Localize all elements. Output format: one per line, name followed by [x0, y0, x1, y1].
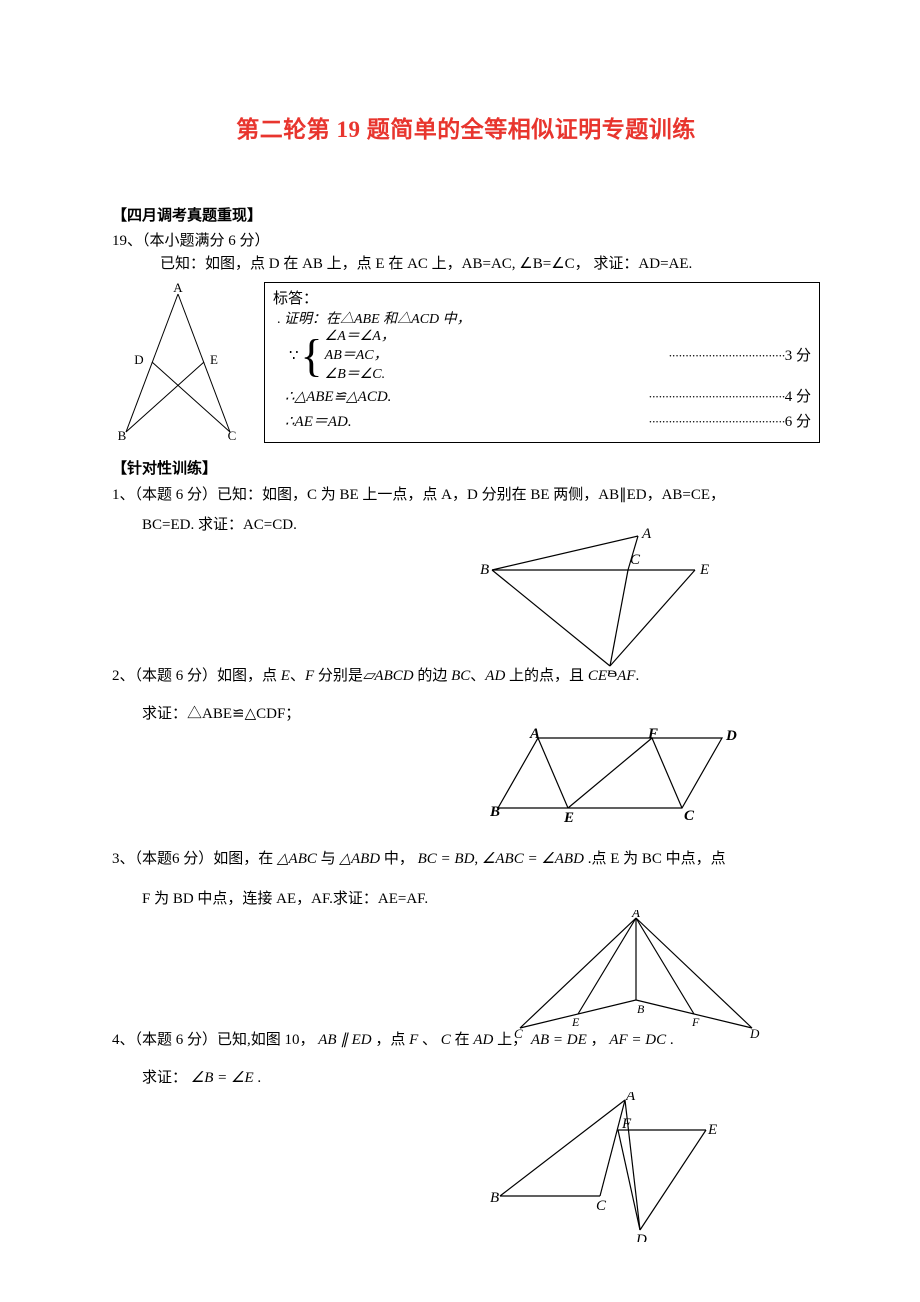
svg-text:B: B	[118, 428, 127, 442]
svg-text:B: B	[637, 1002, 645, 1016]
svg-text:C: C	[514, 1026, 523, 1040]
svg-text:C: C	[228, 428, 237, 442]
svg-text:D: D	[605, 668, 617, 676]
q19-number: 19、（本小题满分 6 分）	[112, 229, 820, 250]
svg-text:E: E	[699, 562, 709, 578]
page-title: 第二轮第 19 题简单的全等相似证明专题训练	[112, 110, 820, 144]
q19-figure: A D E B C	[112, 282, 252, 447]
svg-text:D: D	[725, 728, 737, 744]
answer-line3: ∴AE＝AD.	[285, 410, 352, 436]
p4-figure: A B C F E D	[490, 1092, 720, 1247]
svg-text:D: D	[749, 1026, 760, 1040]
p3-figure: A B C D E F	[510, 910, 760, 1045]
svg-text:E: E	[563, 810, 574, 826]
answer-label: 标答：	[273, 287, 811, 308]
p3-line1: 3、（本题6 分）如图，在 △ABC 与 △ABD 中， BC = BD, ∠A…	[112, 846, 820, 872]
svg-text:E: E	[571, 1015, 580, 1029]
svg-text:D: D	[635, 1232, 647, 1242]
svg-text:F: F	[691, 1015, 700, 1029]
svg-text:A: A	[625, 1092, 636, 1104]
svg-text:F: F	[621, 1116, 632, 1132]
p2-figure: A F D B E C	[490, 726, 740, 831]
p4-line2: 求证： ∠B = ∠E .	[142, 1065, 820, 1091]
svg-text:E: E	[210, 352, 218, 367]
p2-line1: 2、（本题 6 分）如图，点 E、F 分别是▱ABCD 的边 BC、AD 上的点…	[112, 663, 820, 689]
score-6: ········································…	[648, 410, 811, 436]
section1-header: 【四月调考真题重现】	[112, 204, 820, 225]
svg-text:B: B	[480, 562, 489, 578]
score-4: ········································…	[648, 385, 811, 411]
p3-line2: F 为 BD 中点，连接 AE，AF.求证：AE=AF.	[142, 886, 820, 912]
svg-text:B: B	[490, 1190, 499, 1206]
svg-text:E: E	[707, 1122, 717, 1138]
answer-line1: . 证明：在△ABE 和△ACD 中，	[277, 308, 811, 328]
svg-text:D: D	[134, 352, 143, 367]
svg-text:C: C	[630, 552, 641, 568]
answer-box: 标答： . 证明：在△ABE 和△ACD 中， ∵ { ∠A＝∠A， AB＝AC…	[264, 282, 820, 443]
svg-text:F: F	[647, 726, 658, 742]
svg-text:C: C	[684, 808, 695, 824]
answer-line2: ∴△ABE≌△ACD.	[285, 385, 391, 411]
section2-header: 【针对性训练】	[112, 457, 820, 478]
score-3: ···································3 分	[668, 344, 811, 370]
q19-text: 已知：如图，点 D 在 AB 上，点 E 在 AC 上，AB=AC, ∠B=∠C…	[160, 252, 820, 276]
p1-figure: A B C E D	[480, 526, 710, 681]
p1-line1: 1、（本题 6 分）已知：如图，C 为 BE 上一点，点 A，D 分别在 BE …	[112, 482, 820, 508]
p2-line2: 求证：△ABE≌△CDF；	[142, 701, 820, 727]
svg-text:A: A	[641, 526, 652, 542]
svg-text:A: A	[631, 910, 640, 920]
svg-text:B: B	[490, 804, 500, 820]
svg-text:A: A	[173, 282, 183, 295]
brace-block: ∵ { ∠A＝∠A， AB＝AC， ∠B＝∠C.	[289, 328, 395, 385]
svg-text:C: C	[596, 1198, 607, 1214]
svg-text:A: A	[529, 726, 540, 742]
